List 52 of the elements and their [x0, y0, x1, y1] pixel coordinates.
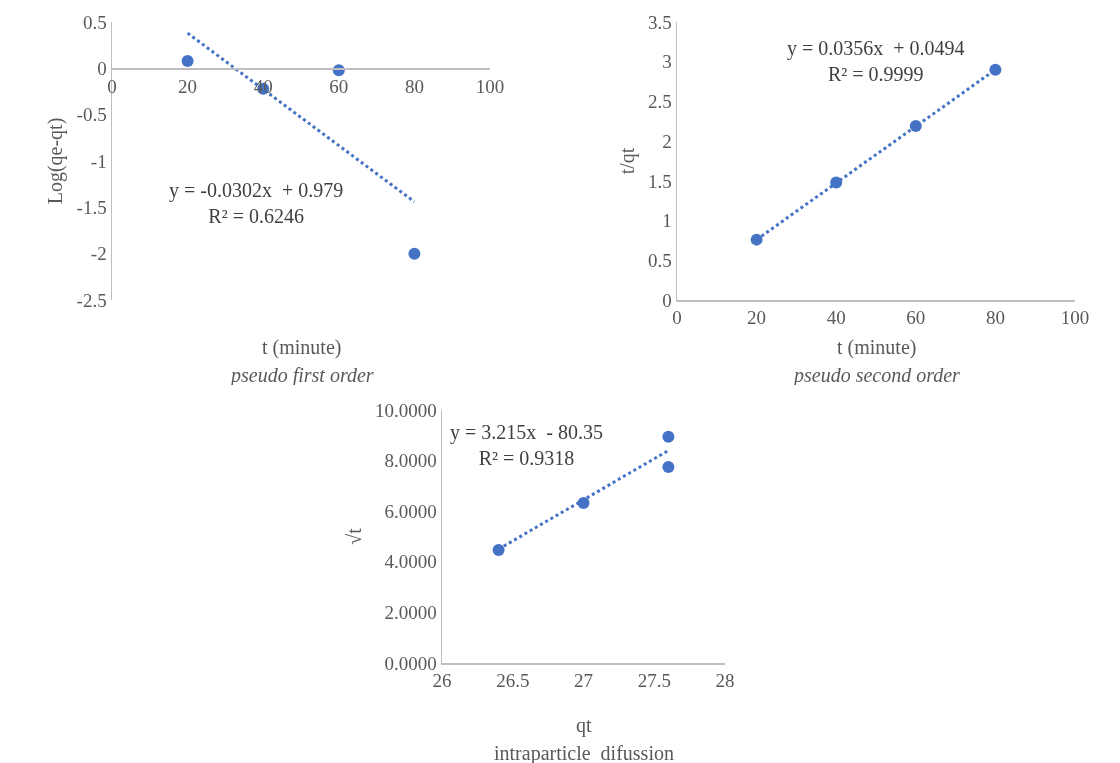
y-tick-label: 3 [662, 51, 672, 73]
x-axis-title: t (minute) [262, 336, 342, 359]
point [662, 460, 675, 473]
x-tick-label: 40 [826, 307, 846, 329]
y-axis-title: √t [342, 527, 365, 545]
x-tick-label: 80 [404, 75, 424, 97]
y-tick-label: -2.5 [76, 289, 107, 311]
y-tick-label: -1 [90, 150, 107, 172]
x-tick-label: 60 [329, 75, 349, 97]
y-tick-label: 3.5 [647, 11, 672, 33]
y-tick-label: 6.0000 [384, 500, 437, 522]
point [750, 233, 763, 246]
y-tick-label: 2 [662, 130, 672, 152]
point [577, 497, 590, 510]
point [181, 54, 194, 67]
y-tick-label: 1 [662, 210, 672, 232]
x-tick-label: 100 [475, 75, 505, 97]
x-tick-label: 27 [574, 670, 593, 692]
y-axis-title: Log(qe-qt) [44, 117, 68, 205]
x-tick-label: 27.5 [637, 670, 671, 692]
x-tick-label: 28 [715, 670, 735, 692]
x-tick-label: 80 [985, 307, 1005, 329]
x-axis-title: qt [576, 714, 592, 737]
point [408, 247, 421, 260]
y-tick-label: -2 [90, 243, 107, 265]
x-axis-title: t (minute) [837, 336, 917, 359]
point [989, 63, 1002, 76]
y-tick-label: 10.0000 [374, 399, 437, 421]
x-tick-label: 100 [1060, 307, 1090, 329]
y-tick-label: 0 [662, 289, 672, 311]
x-tick-label: 60 [906, 307, 926, 329]
annotation: y = 3.215x - 80.35 R² = 0.9318 [450, 421, 603, 469]
y-tick-label: -1.5 [76, 196, 107, 218]
y-tick-label: 4.0000 [384, 551, 437, 573]
y-tick-label: 0.5 [82, 11, 107, 33]
x-tick-label: 20 [747, 307, 767, 329]
x-tick-label: 20 [178, 75, 198, 97]
y-tick-label: 2.0000 [384, 602, 437, 624]
y-tick-label: -0.5 [76, 104, 107, 126]
y-axis-title: t/qt [615, 147, 639, 175]
point [909, 120, 922, 133]
point [662, 430, 675, 443]
y-tick-label: 8.0000 [384, 450, 437, 472]
point [492, 543, 505, 556]
y-tick-label: 0.5 [647, 249, 672, 271]
annotation: y = 0.0356x + 0.0494 R² = 0.9999 [787, 37, 965, 85]
y-tick-label: 1.5 [647, 170, 672, 192]
point [830, 176, 843, 189]
annotation: y = -0.0302x + 0.979 R² = 0.6246 [169, 179, 344, 227]
y-tick-label: 2.5 [647, 91, 672, 113]
y-tick-label: 0 [97, 57, 107, 79]
x-tick-label: 26.5 [496, 670, 530, 692]
